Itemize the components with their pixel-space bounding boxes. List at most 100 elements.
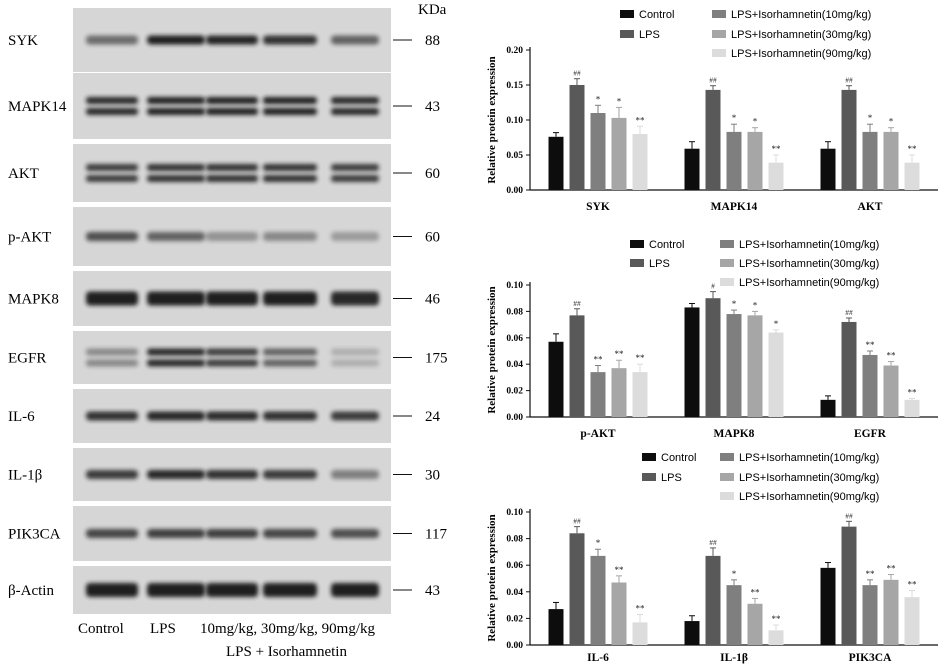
bar: [862, 131, 878, 190]
protein-band: [206, 470, 258, 479]
significance-mark: **: [772, 144, 782, 154]
bar: [747, 603, 763, 645]
protein-band: [86, 529, 138, 538]
kda-value: 60: [425, 166, 440, 182]
bar: [768, 630, 784, 645]
treatment-group-label: LPS + Isorhamnetin: [226, 644, 347, 660]
protein-label: p-AKT: [8, 230, 51, 246]
protein-label: MAPK8: [8, 292, 59, 308]
y-tick-label: 0.10: [506, 281, 523, 291]
protein-band: [206, 583, 258, 597]
kda-value: 88: [425, 33, 440, 49]
protein-band: [263, 164, 317, 171]
significance-mark: *: [596, 94, 601, 104]
significance-mark: #: [711, 282, 715, 291]
bar: [904, 597, 920, 645]
blot-strip: [73, 144, 391, 202]
legend-swatch: [720, 473, 734, 481]
bar: [705, 89, 721, 190]
protein-band: [263, 411, 317, 421]
protein-band: [206, 108, 258, 115]
significance-mark: **: [615, 565, 625, 575]
bar-charts-panel: Control LPS LPS+Isorhamnetin(10mg/kg) LPS+I…: [486, 9, 938, 664]
blot-row: [73, 331, 391, 384]
y-tick-label: 0.10: [506, 508, 523, 518]
category-label: EGFR: [854, 428, 887, 440]
bar: [569, 315, 585, 417]
protein-band: [206, 291, 258, 306]
legend-label: LPS+Isorhamnetin(90mg/kg): [739, 277, 879, 289]
protein-band: [147, 411, 205, 421]
protein-band: [206, 359, 258, 367]
blot-row: [73, 73, 391, 139]
bar: [747, 131, 763, 190]
bar: [569, 85, 585, 190]
bar: [747, 315, 763, 417]
blot-row: [73, 566, 391, 614]
protein-band: [263, 583, 317, 597]
protein-band: [86, 108, 138, 115]
significance-mark: ##: [845, 308, 853, 317]
lane-label-doses: 10mg/kg, 30mg/kg, 90mg/kg: [200, 621, 376, 637]
category-label: MAPK14: [711, 201, 758, 213]
bar: [768, 162, 784, 190]
bar: [590, 113, 606, 190]
western-blot-panel: KDa SYK 88 MAPK14 43 AKT 60 p-AKT 60 MAPK8 46 EGFR 1…: [8, 2, 448, 660]
legend-label: LPS+Isorhamnetin(10mg/kg): [731, 9, 871, 21]
protein-band: [147, 359, 205, 367]
y-tick-label: 0.08: [506, 535, 523, 545]
chart-legend: Control LPS LPS+Isorhamnetin(10mg/kg) LPS+I…: [642, 452, 879, 503]
protein-band: [206, 35, 258, 45]
category-label: p-AKT: [580, 428, 615, 440]
protein-band: [331, 232, 379, 241]
legend-label: LPS: [649, 258, 670, 270]
significance-mark: ##: [845, 76, 853, 85]
protein-band: [331, 97, 379, 104]
bar: [632, 372, 648, 417]
kda-header: KDa: [418, 2, 447, 18]
legend-label: LPS: [661, 472, 682, 484]
bar: [611, 117, 627, 190]
blot-strip: [73, 331, 391, 384]
bar: [820, 567, 836, 645]
significance-mark: *: [774, 319, 779, 329]
significance-mark: **: [887, 351, 897, 361]
protein-band: [263, 529, 317, 538]
blot-row: [73, 271, 391, 326]
blot-row: [73, 8, 391, 72]
legend-swatch: [720, 240, 734, 248]
protein-band: [206, 97, 258, 104]
significance-mark: **: [636, 603, 646, 613]
bar: [904, 399, 920, 417]
significance-mark: **: [751, 587, 761, 597]
protein-band: [331, 529, 379, 538]
protein-band: [263, 108, 317, 115]
protein-band: [86, 175, 138, 182]
significance-mark: **: [636, 115, 646, 125]
protein-band: [263, 35, 317, 45]
legend-label: LPS+Isorhamnetin(90mg/kg): [731, 48, 871, 60]
significance-mark: ##: [709, 76, 717, 85]
bar: [862, 585, 878, 645]
bar: [883, 131, 899, 190]
bar-chart: Control LPS LPS+Isorhamnetin(10mg/kg) LPS+I…: [486, 9, 938, 213]
legend-label: LPS+Isorhamnetin(30mg/kg): [739, 258, 879, 270]
protein-band: [86, 291, 138, 306]
protein-band: [147, 348, 205, 356]
legend-swatch: [720, 492, 734, 500]
kda-value: 117: [425, 527, 447, 543]
protein-label: β-Actin: [8, 583, 54, 599]
legend-swatch: [720, 453, 734, 461]
protein-label: MAPK14: [8, 99, 67, 115]
bar: [569, 533, 585, 645]
protein-band: [147, 164, 205, 171]
y-tick-label: 0.20: [506, 46, 523, 56]
protein-band: [86, 583, 138, 597]
protein-band: [331, 164, 379, 171]
protein-band: [147, 35, 205, 45]
protein-band: [331, 583, 379, 597]
protein-band: [331, 291, 379, 306]
bar: [590, 555, 606, 645]
y-axis-label: Relative protein expression: [486, 286, 498, 413]
protein-band: [263, 175, 317, 182]
